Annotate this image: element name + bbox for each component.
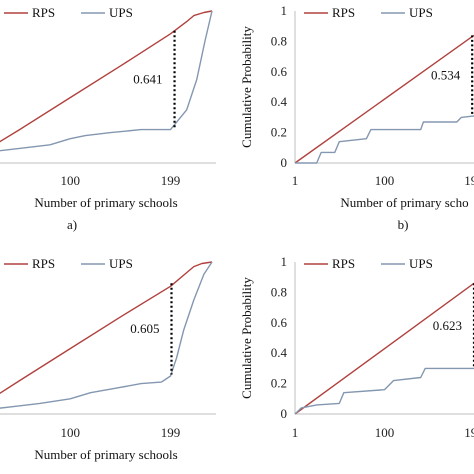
panel3-max-distance-label: 0.605 (130, 321, 159, 336)
panel2-legend-label-rps: RPS (332, 5, 355, 20)
panel4-series-ups-line (294, 367, 474, 415)
panel2-x-tick-label: 1 (292, 173, 299, 188)
panel4-y-tick-label: 0.8 (271, 284, 287, 299)
panel2-max-distance-label: 0.534 (431, 68, 461, 83)
panel2-series-rps-line (294, 34, 474, 164)
panel4-y-axis-title: Cumulative Probability (239, 277, 254, 399)
panel3-series-rps-line (0, 261, 213, 395)
panel1-series-ups-line (0, 10, 213, 152)
panel1-legend-label-rps: RPS (32, 5, 55, 20)
panel3-legend-label-ups: UPS (109, 256, 133, 271)
panel4-x-tick-label: 199 (464, 425, 474, 440)
panel2-y-tick-label: 0.6 (271, 64, 288, 79)
panel2-y-tick-label: 0.4 (271, 94, 288, 109)
panel1-max-distance-label: 0.641 (133, 71, 162, 86)
panel3-series-ups-line (0, 261, 213, 409)
panel1-legend-label-ups: UPS (109, 5, 133, 20)
panel3-x-axis-title: Number of primary schools (34, 447, 177, 462)
panel3-x-tick-label: 199 (161, 425, 181, 440)
panel2-x-tick-label: 199 (464, 173, 474, 188)
panel3-x-tick-label: 100 (60, 425, 80, 440)
panel2-y-tick-label: 0.2 (271, 125, 287, 140)
panel4-x-tick-label: 1 (292, 425, 299, 440)
panel4-legend-label-ups: UPS (409, 256, 433, 271)
panel1-x-axis-title: Number of primary schools (34, 195, 177, 210)
panel2-x-tick-label: 100 (375, 173, 395, 188)
panel2-y-tick-label: 0.8 (271, 33, 287, 48)
panel1-x-tick-label: 100 (60, 173, 80, 188)
panel4-y-tick-label: 0 (281, 406, 288, 421)
panel4-series-rps-line (294, 282, 474, 415)
panel2-y-tick-label: 0 (281, 155, 288, 170)
panel4-x-tick-label: 100 (375, 425, 395, 440)
panel4-max-distance-label: 0.623 (433, 318, 462, 333)
panel2-y-axis-title: Cumulative Probability (239, 26, 254, 148)
panel3-legend-label-rps: RPS (32, 256, 55, 271)
panel1-series-rps-line (0, 10, 213, 143)
panel1-x-tick-label: 199 (161, 173, 181, 188)
panel2-panel-label: b) (398, 217, 409, 232)
panel2-y-tick-label: 1 (281, 3, 288, 18)
panel4-y-tick-label: 1 (281, 254, 288, 269)
panel4-y-tick-label: 0.4 (271, 345, 288, 360)
panel1-panel-label: a) (67, 217, 77, 232)
panel4-y-tick-label: 0.6 (271, 315, 288, 330)
panel4-legend-label-rps: RPS (332, 256, 355, 271)
panel2-series-ups-line (295, 115, 474, 164)
panel2-x-axis-title: Number of primary scho (340, 195, 468, 210)
panel2-legend-label-ups: UPS (409, 5, 433, 20)
panel4-y-tick-label: 0.2 (271, 376, 287, 391)
